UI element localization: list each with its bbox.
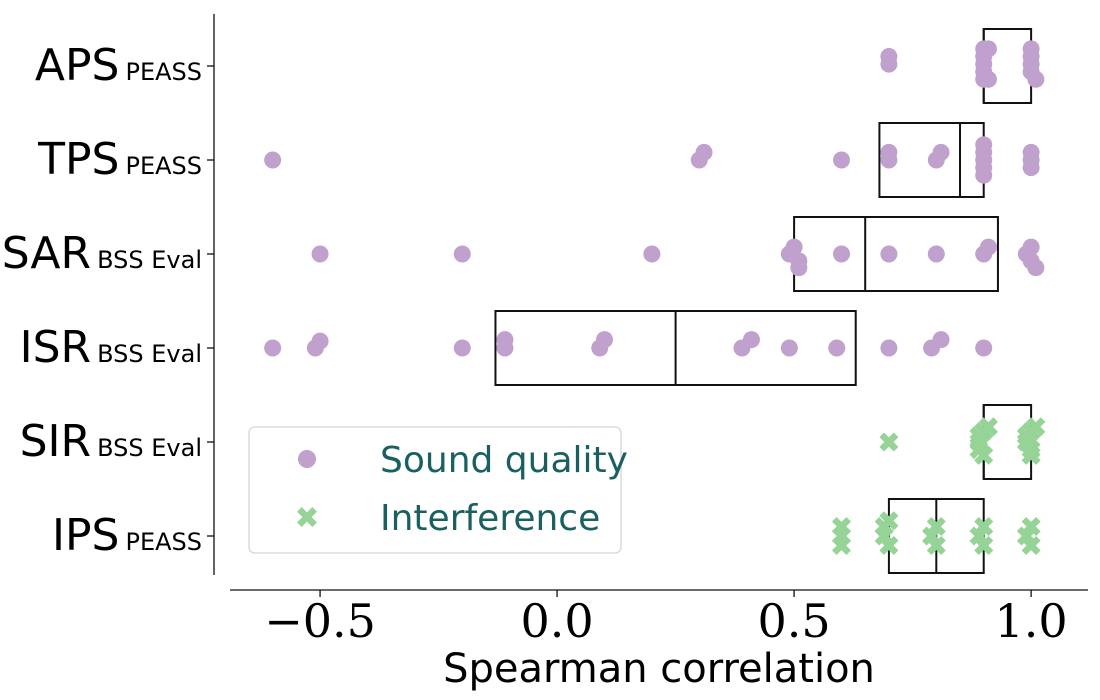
data-point	[833, 245, 851, 263]
data-point	[831, 535, 852, 556]
data-point	[923, 339, 941, 357]
category-main-label: TPS	[37, 134, 119, 185]
data-point	[974, 535, 994, 556]
data-point	[1027, 259, 1045, 277]
data-point	[1016, 526, 1036, 546]
data-point	[922, 526, 942, 546]
category-sub-label: BSS Eval	[97, 340, 202, 368]
legend-label: Interference	[380, 498, 600, 539]
category-main-label: SIR	[20, 416, 91, 467]
data-point	[927, 245, 945, 263]
category-sub-label: PEASS	[125, 152, 202, 180]
data-point	[780, 339, 798, 357]
data-point	[453, 339, 471, 357]
data-point	[1021, 535, 1041, 556]
data-point	[264, 151, 282, 169]
y-tick-label-sar: SAR BSS Eval	[2, 228, 202, 279]
category-main-label: APS	[35, 40, 120, 91]
data-point	[880, 339, 898, 357]
data-point	[880, 245, 898, 263]
data-point	[496, 339, 514, 357]
data-point	[927, 151, 945, 169]
box-ips	[887, 498, 985, 574]
points-layer	[264, 40, 1046, 556]
legend-label: Sound quality	[380, 440, 628, 481]
y-tick-label-tps: TPS PEASS	[37, 134, 202, 185]
category-sub-label: BSS Eval	[97, 246, 202, 274]
category-sub-label: PEASS	[125, 528, 202, 556]
category-sub-label: BSS Eval	[97, 434, 202, 462]
data-point	[979, 70, 997, 88]
category-main-label: ISR	[20, 322, 91, 373]
data-point	[1021, 445, 1041, 465]
data-point	[975, 166, 993, 184]
series-sound-quality	[264, 40, 1045, 357]
data-point	[591, 339, 609, 357]
y-tick-label-sir: SIR BSS Eval	[20, 416, 202, 467]
data-point	[879, 432, 899, 452]
data-point	[926, 516, 946, 537]
data-point	[879, 535, 899, 556]
data-point	[790, 259, 808, 277]
data-point	[453, 245, 471, 263]
series-interference	[831, 417, 1046, 556]
category-sub-label: PEASS	[125, 58, 202, 86]
data-point	[1021, 516, 1041, 537]
box-isr	[494, 310, 857, 386]
data-point	[974, 445, 994, 465]
data-point	[1022, 159, 1040, 177]
legend-marker	[298, 450, 316, 468]
legend: Sound quality Interference	[248, 426, 628, 554]
data-point	[264, 339, 282, 357]
data-point	[880, 151, 898, 169]
x-tick-label: 1.0	[995, 594, 1068, 648]
data-point	[643, 245, 661, 263]
data-point	[1027, 70, 1045, 88]
data-point	[311, 245, 329, 263]
data-point	[733, 339, 751, 357]
x-axis-label: Spearman correlation	[443, 646, 875, 692]
legend-frame	[248, 426, 622, 554]
data-point	[926, 535, 946, 556]
category-main-label: SAR	[2, 228, 91, 279]
data-point	[874, 526, 894, 546]
x-tick-label: 0.5	[758, 594, 831, 648]
data-point	[306, 339, 324, 357]
x-tick-label: −0.5	[264, 594, 376, 648]
data-point	[975, 245, 993, 263]
data-point	[975, 339, 993, 357]
data-point	[974, 516, 994, 537]
data-point	[833, 151, 851, 169]
data-point	[690, 151, 708, 169]
category-main-label: IPS	[52, 510, 119, 561]
y-tick-label-aps: APS PEASS	[35, 40, 202, 91]
data-point	[880, 55, 898, 73]
data-point	[828, 339, 846, 357]
y-tick-label-ips: IPS PEASS	[52, 510, 202, 561]
y-tick-label-isr: ISR BSS Eval	[20, 322, 202, 373]
legend-marker	[297, 507, 317, 527]
data-point	[969, 526, 989, 546]
x-tick-label: 0.0	[521, 594, 594, 648]
